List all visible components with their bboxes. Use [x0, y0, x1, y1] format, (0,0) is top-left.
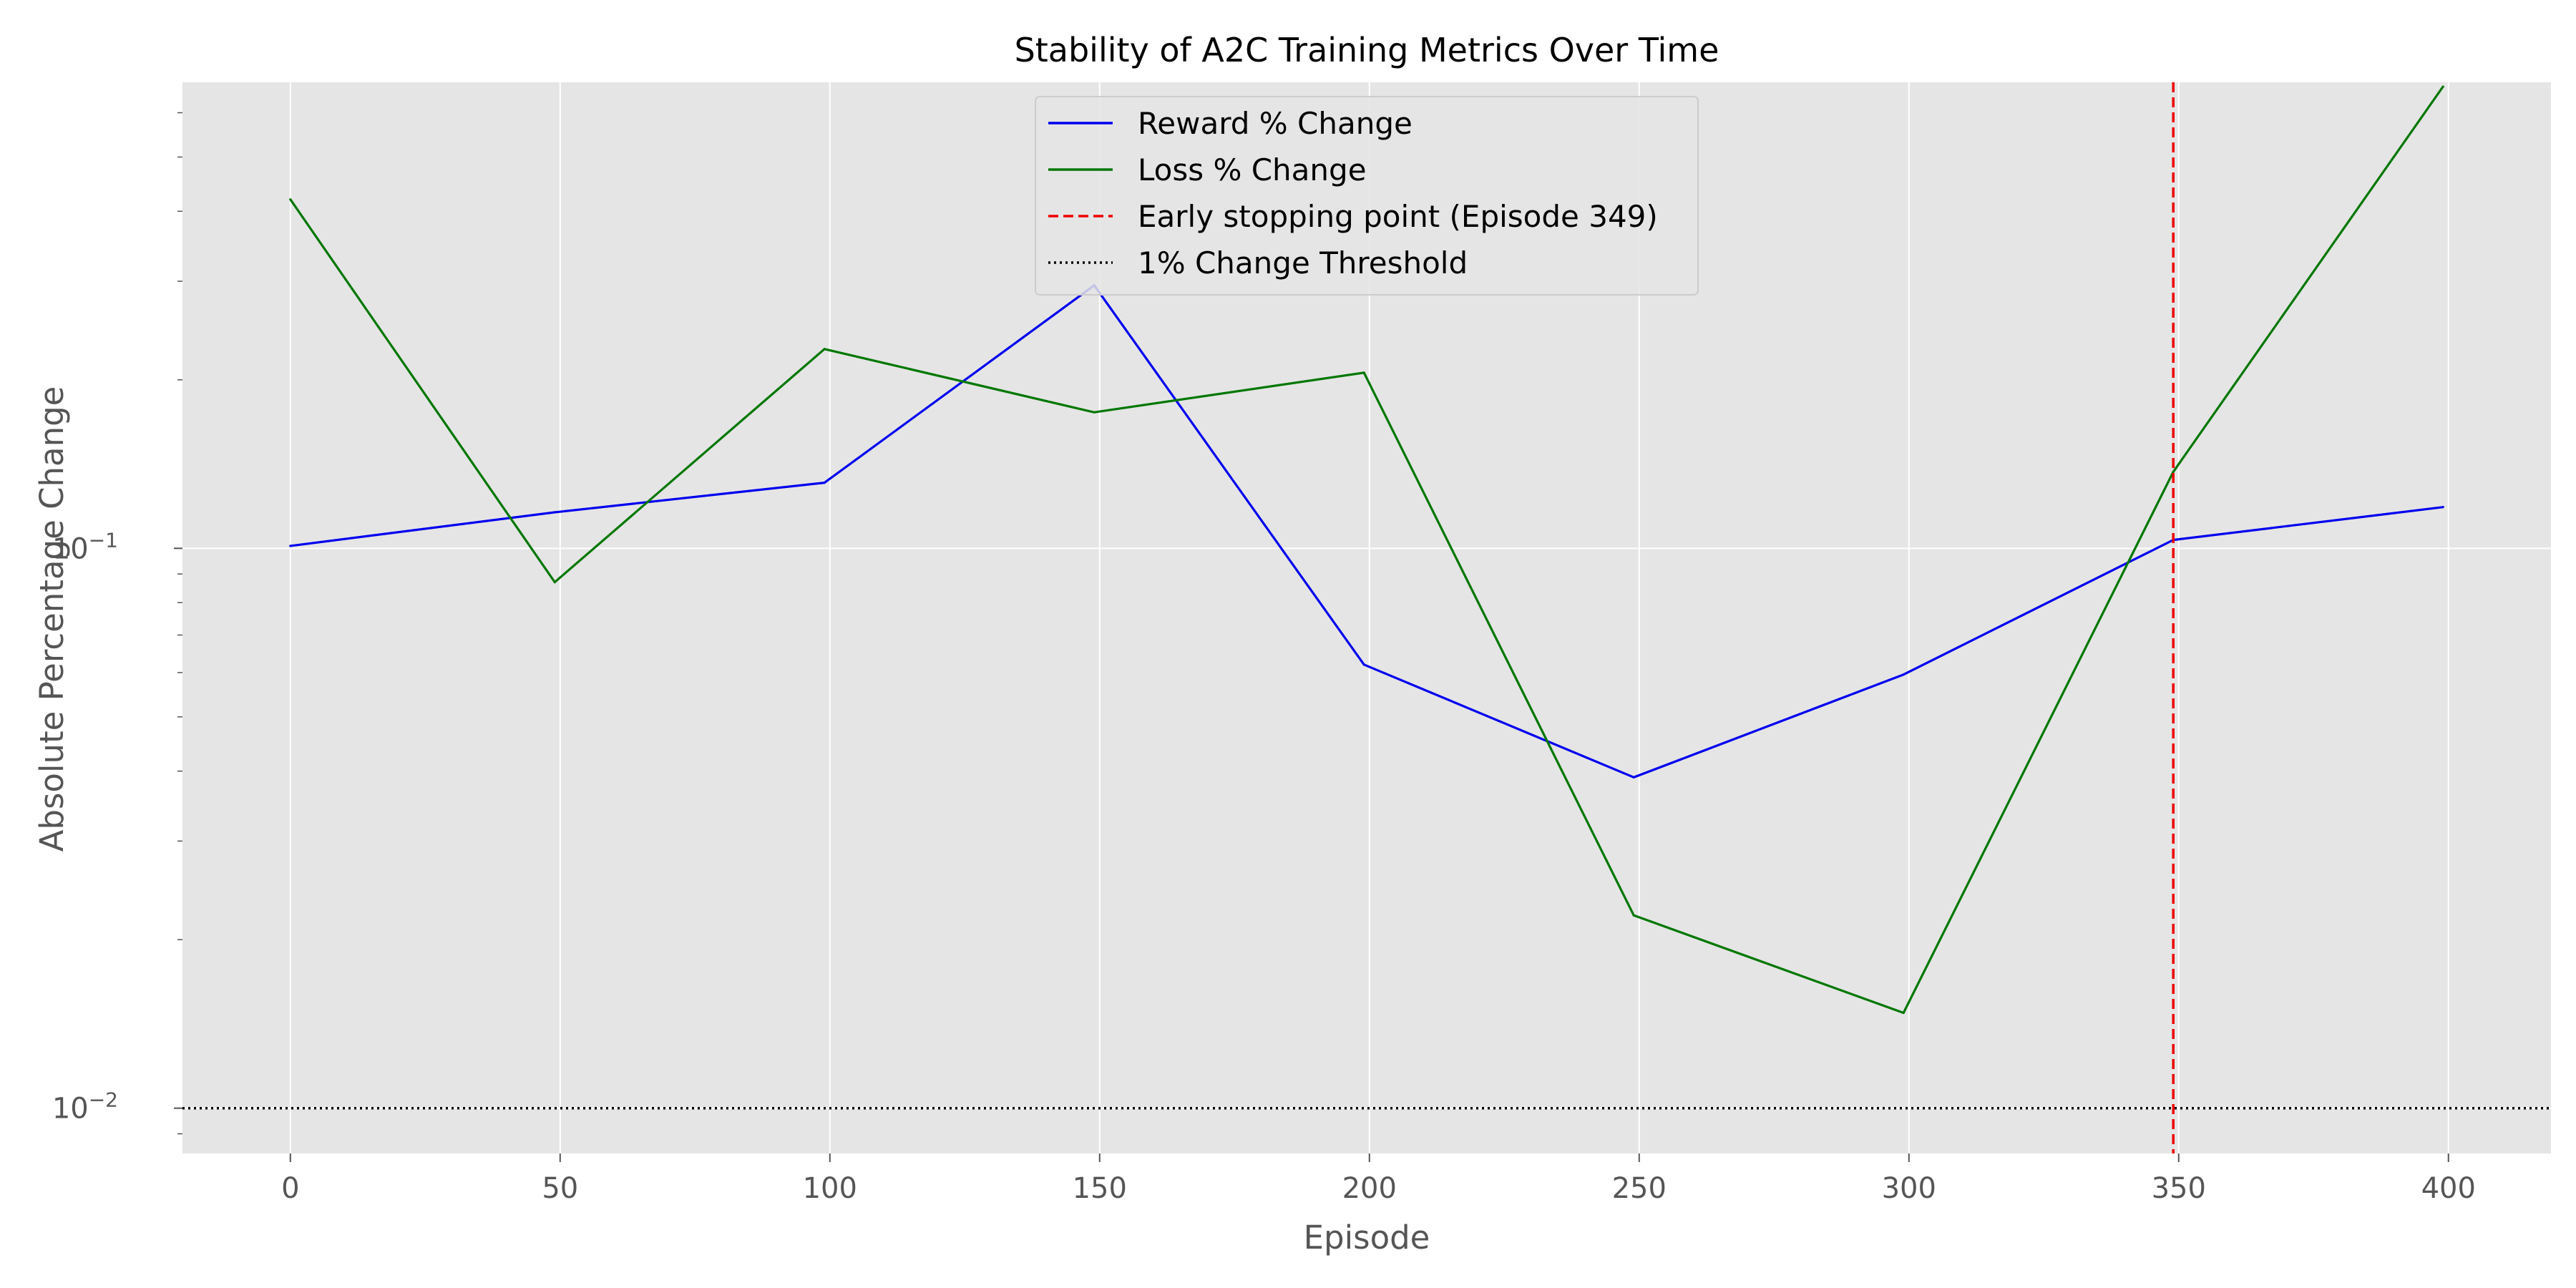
x-tick-label: 100: [803, 1172, 857, 1205]
x-tick-label: 150: [1073, 1172, 1127, 1205]
x-axis-ticks: 0 50 100 150 200 250 300 350 400: [281, 1153, 2476, 1205]
data-point: [554, 511, 556, 513]
legend: Reward % Change Loss % Change Early stoppi…: [1035, 97, 1698, 295]
data-point: [2172, 471, 2175, 473]
legend-label: Loss % Change: [1138, 152, 1367, 187]
data-point: [1363, 663, 1365, 665]
data-point: [1903, 673, 1905, 675]
data-point: [1633, 776, 1635, 779]
data-point: [1363, 371, 1365, 374]
x-tick-label: 400: [2421, 1172, 2476, 1205]
data-point: [1633, 914, 1635, 917]
data-point: [824, 348, 826, 350]
data-point: [1093, 411, 1096, 414]
data-point: [824, 482, 826, 484]
data-point: [554, 581, 556, 583]
chart-title: Stability of A2C Training Metrics Over T…: [1015, 31, 1719, 69]
legend-label: 1% Change Threshold: [1138, 245, 1468, 280]
x-tick-label: 200: [1342, 1172, 1397, 1205]
data-point: [1903, 1012, 1905, 1014]
data-point: [289, 198, 291, 200]
x-tick-label: 0: [281, 1172, 299, 1205]
data-point: [2442, 506, 2444, 508]
x-axis-label: Episode: [1304, 1219, 1430, 1257]
y-axis-label: Absolute Percentage Change: [33, 386, 71, 852]
x-tick-label: 350: [2152, 1172, 2206, 1205]
legend-label: Reward % Change: [1138, 106, 1413, 141]
y-tick-label: 10−2: [52, 1088, 118, 1126]
data-point: [2442, 85, 2444, 87]
data-point: [289, 545, 291, 547]
x-tick-label: 50: [542, 1172, 578, 1205]
x-tick-label: 250: [1612, 1172, 1667, 1205]
legend-label: Early stopping point (Episode 349): [1138, 199, 1658, 234]
y-minor-ticks: [177, 113, 182, 1134]
x-tick-label: 300: [1882, 1172, 1936, 1205]
y-axis-ticks: 10−110−2: [52, 528, 182, 1125]
